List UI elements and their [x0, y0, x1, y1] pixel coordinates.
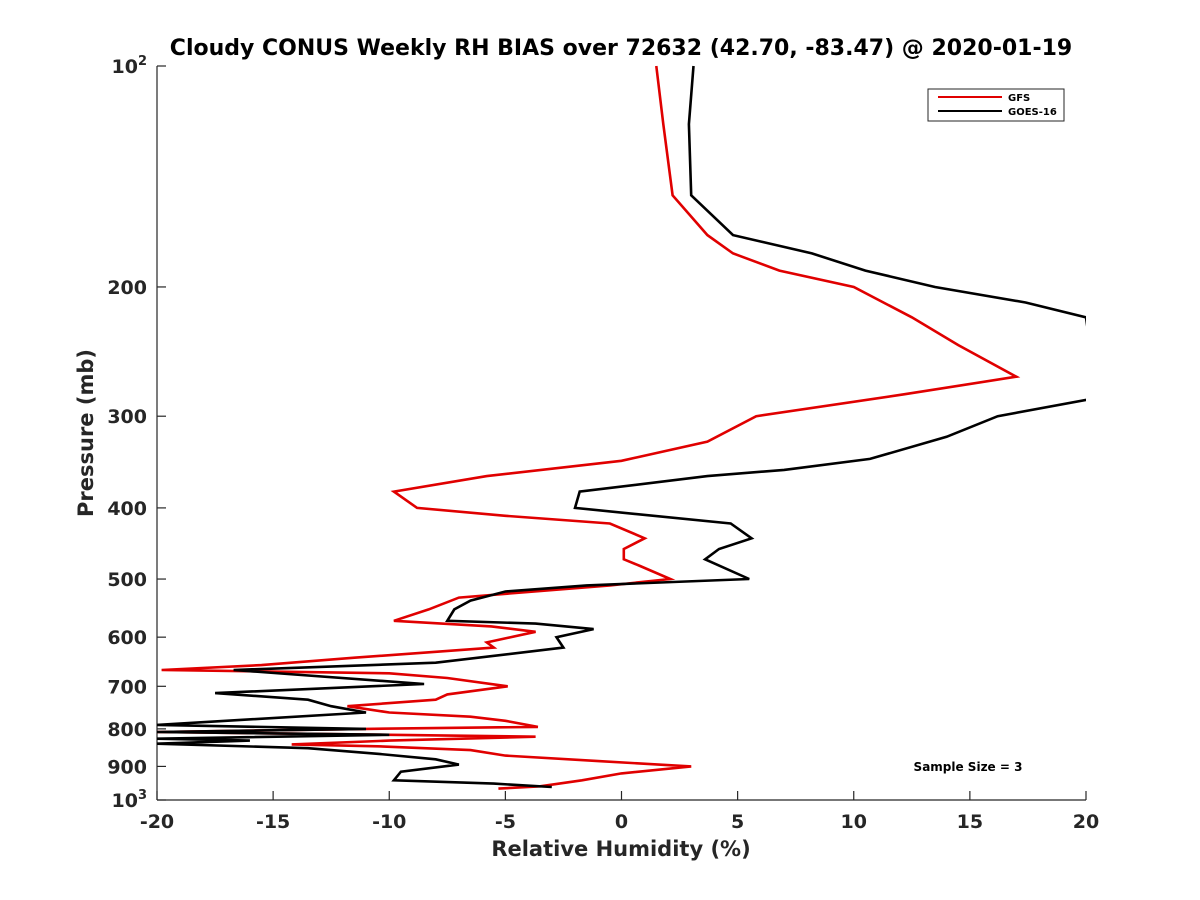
- x-tick-label: -10: [372, 811, 406, 833]
- x-tick-label: 5: [731, 811, 744, 833]
- y-tick-label: 900: [107, 756, 147, 778]
- legend-label-gfs: GFS: [1008, 93, 1030, 104]
- legend-label-goes16: GOES-16: [1008, 107, 1057, 118]
- x-axis-ticks: -20 -15 -10 -5 0 5 10 15 20: [140, 791, 1099, 833]
- y-tick-label: 300: [107, 406, 147, 428]
- x-tick-label: 20: [1073, 811, 1099, 833]
- legend: GFS GOES-16: [927, 88, 1065, 122]
- y-tick-label: 700: [107, 676, 147, 698]
- series-line-goes16: [157, 65, 1086, 789]
- y-axis-label: Pressure (mb): [74, 349, 98, 517]
- sample-size-annotation: Sample Size = 3: [914, 760, 1023, 774]
- x-tick-label: -5: [495, 811, 516, 833]
- y-tick-label: 102: [112, 54, 148, 78]
- x-tick-label: 15: [957, 811, 983, 833]
- y-axis-ticks: 102 200 300 400 500 600 700 800 900 103: [107, 54, 166, 812]
- legend-box: [927, 88, 1065, 122]
- y-tick-label: 200: [107, 277, 147, 299]
- x-tick-label: 10: [841, 811, 867, 833]
- x-axis-label: Relative Humidity (%): [491, 837, 750, 861]
- y-tick-label: 400: [107, 498, 147, 520]
- series-layer: [157, 65, 1086, 790]
- x-tick-label: 0: [615, 811, 628, 833]
- chart-title: Cloudy CONUS Weekly RH BIAS over 72632 (…: [170, 36, 1072, 61]
- series-line-gfs: [157, 65, 1021, 790]
- y-tick-label: 103: [112, 788, 148, 812]
- y-tick-label: 800: [107, 719, 147, 741]
- x-tick-label: -20: [140, 811, 174, 833]
- x-tick-label: -15: [256, 811, 290, 833]
- y-tick-label: 600: [107, 627, 147, 649]
- y-tick-label: 500: [107, 569, 147, 591]
